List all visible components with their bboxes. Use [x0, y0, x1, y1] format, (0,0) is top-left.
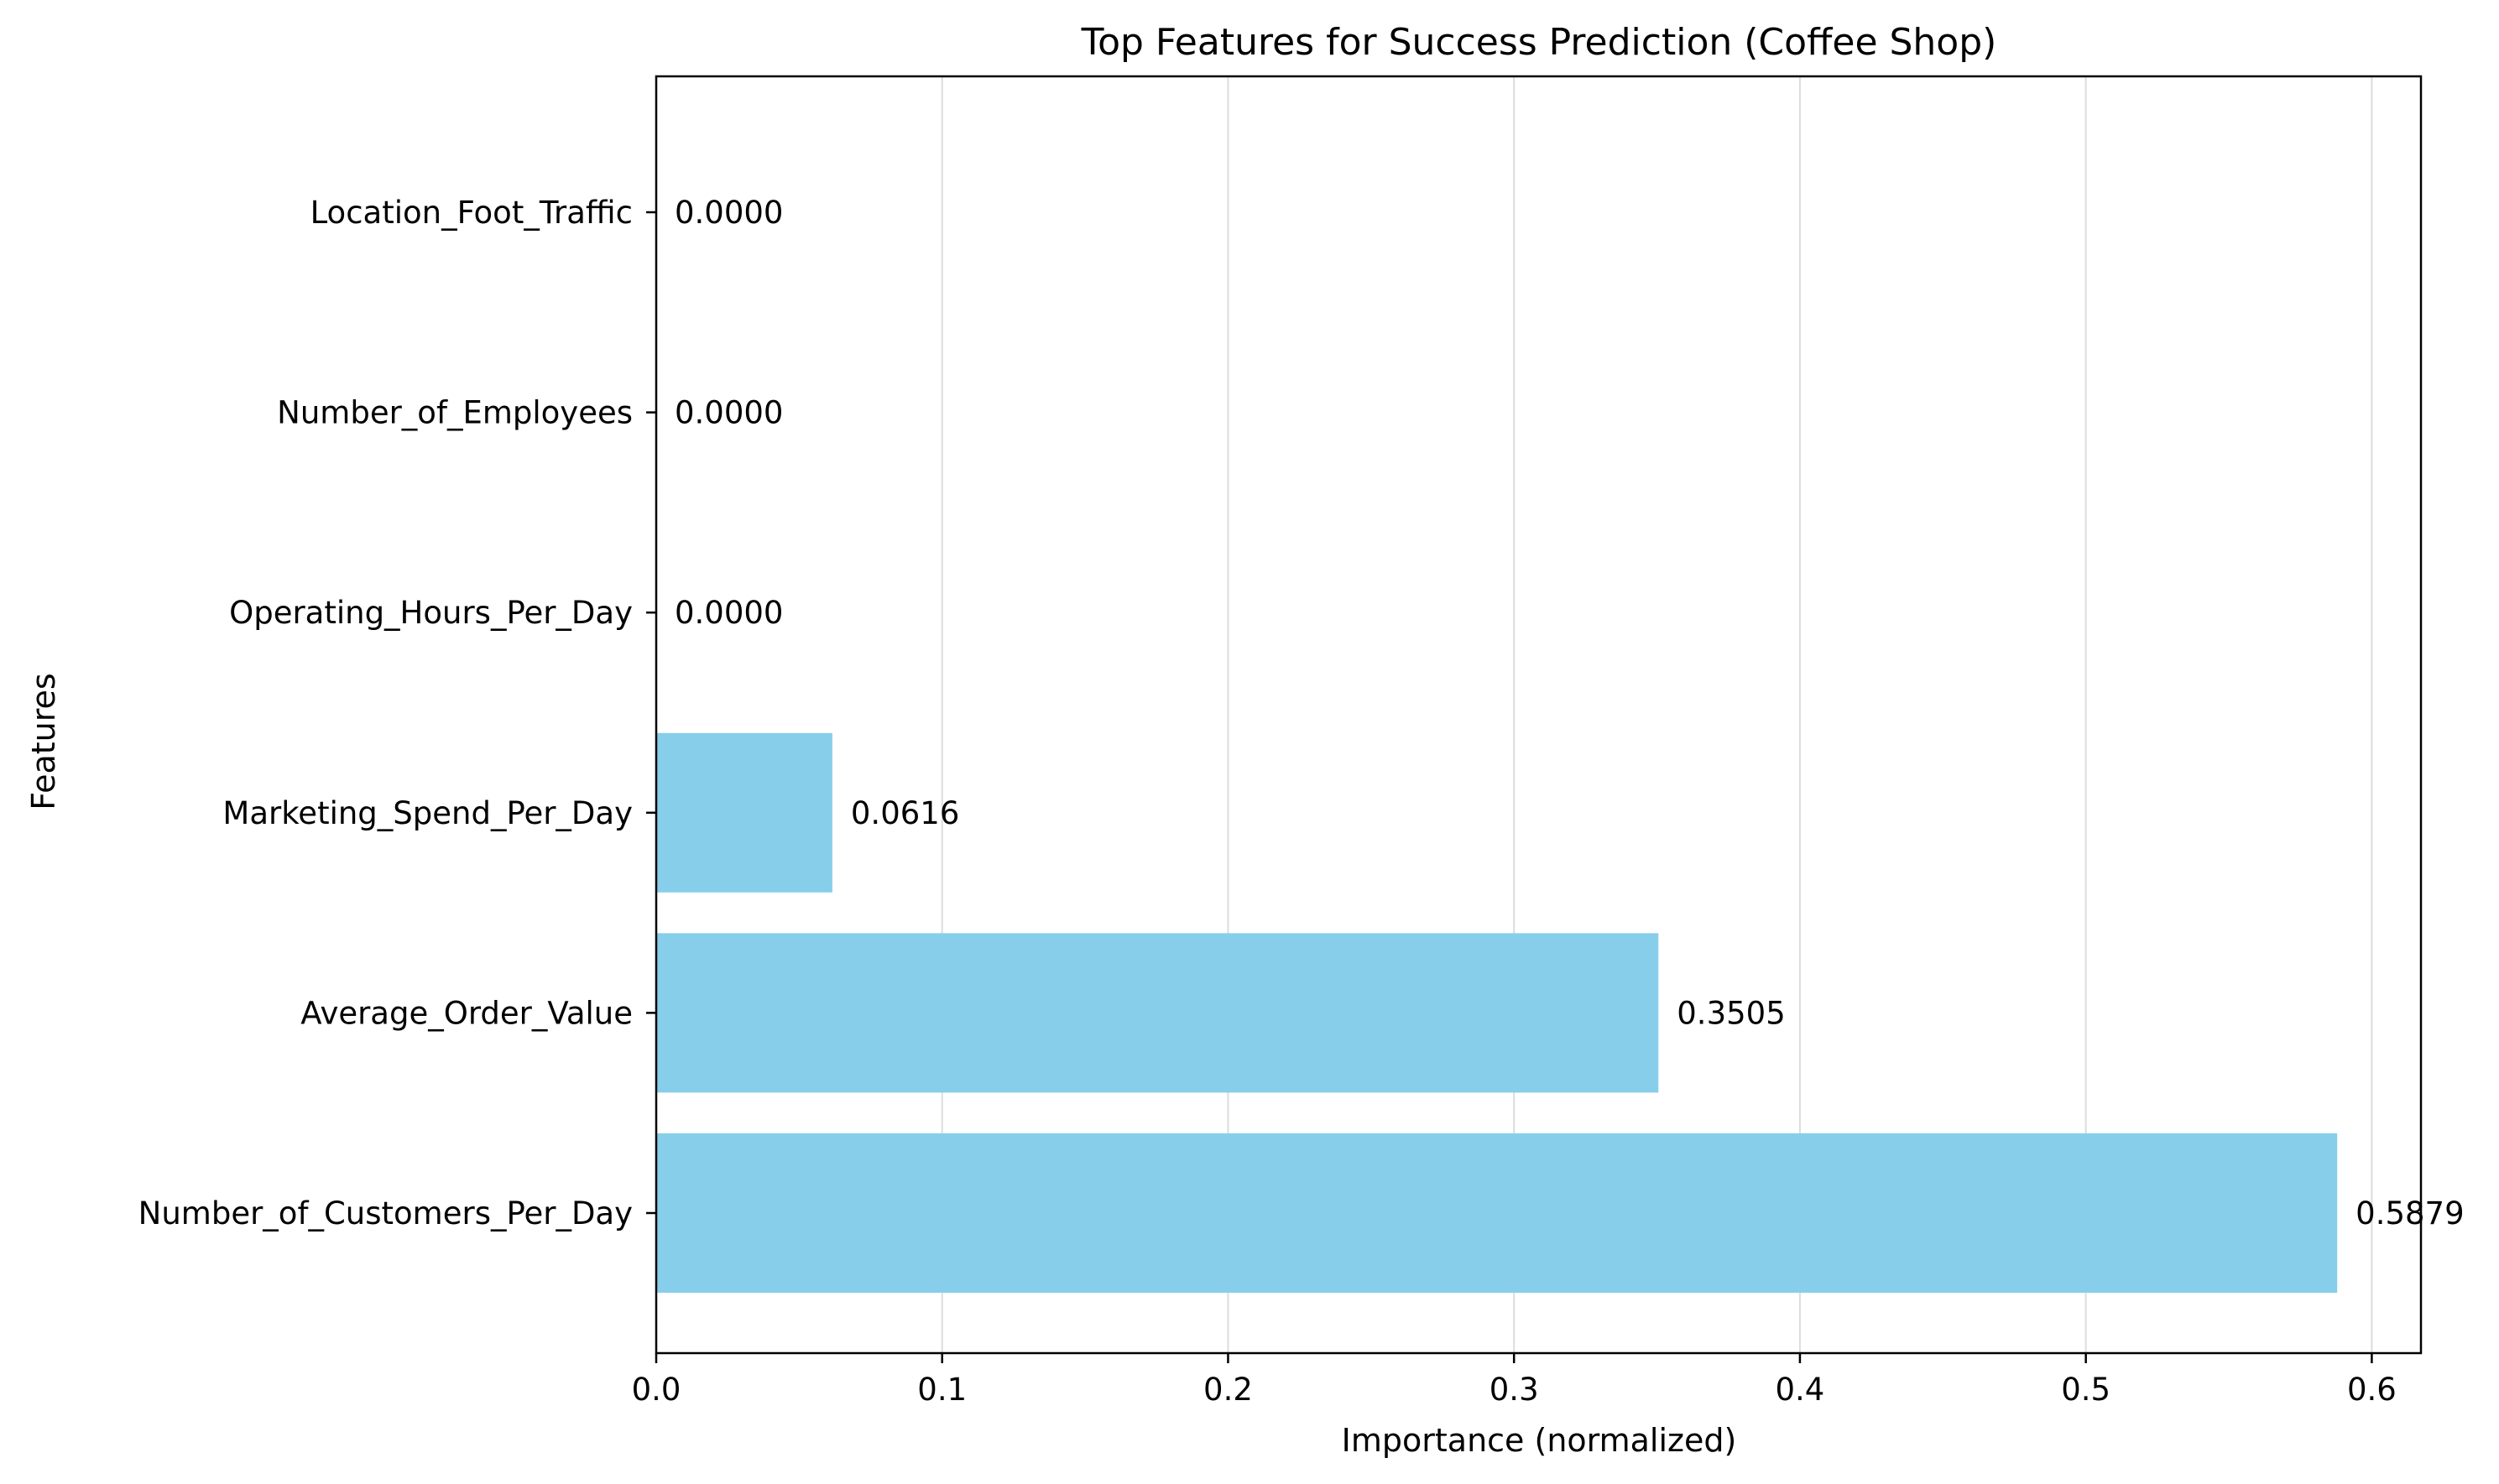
data-label: 0.0000: [675, 195, 783, 231]
y-tick-label: Operating_Hours_Per_Day: [229, 595, 633, 631]
grid-layer: [655, 76, 2373, 1353]
tick-layer: 0.0 0.1 0.2 0.3 0.4 0.5 0.6 Number_of_Customers…: [138, 195, 2465, 1408]
x-tick-label: 0.6: [2347, 1372, 2397, 1408]
bar: [656, 732, 832, 893]
x-tick-label: 0.4: [1776, 1372, 1825, 1408]
bar: [656, 1133, 2338, 1293]
x-tick-label: 0.2: [1203, 1372, 1253, 1408]
x-tick-label: 0.5: [2061, 1372, 2110, 1408]
y-tick-label: Average_Order_Value: [300, 995, 633, 1031]
chart-title: Top Features for Success Prediction (Cof…: [1081, 21, 1997, 64]
x-tick-label: 0.3: [1489, 1372, 1539, 1408]
bar: [656, 933, 1659, 1093]
bar-layer: [656, 732, 2338, 1293]
x-axis-label: Importance (normalized): [1342, 1422, 1737, 1459]
y-tick-label: Number_of_Customers_Per_Day: [138, 1195, 633, 1231]
x-tick-label: 0.1: [917, 1372, 967, 1408]
data-label: 0.5879: [2356, 1195, 2464, 1231]
y-axis-label: Features: [25, 673, 62, 810]
data-label: 0.0616: [851, 795, 959, 831]
data-label: 0.0000: [675, 595, 783, 631]
data-label: 0.3505: [1677, 995, 1785, 1031]
x-tick-label: 0.0: [632, 1372, 681, 1408]
y-tick-label: Marketing_Spend_Per_Day: [222, 795, 633, 831]
y-tick-label: Location_Foot_Traffic: [310, 195, 633, 231]
data-label: 0.0000: [675, 395, 783, 431]
y-tick-label: Number_of_Employees: [277, 395, 633, 431]
plot-frame: [655, 75, 2423, 1355]
